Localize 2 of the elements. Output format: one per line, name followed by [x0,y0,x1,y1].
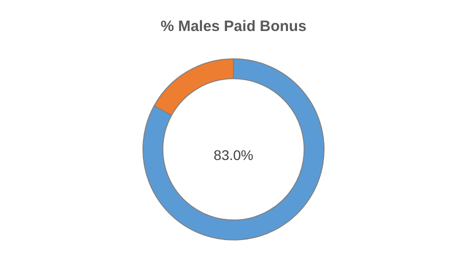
text: 83.0% [214,147,254,163]
chart-title: % Males Paid Bonus [160,18,306,35]
